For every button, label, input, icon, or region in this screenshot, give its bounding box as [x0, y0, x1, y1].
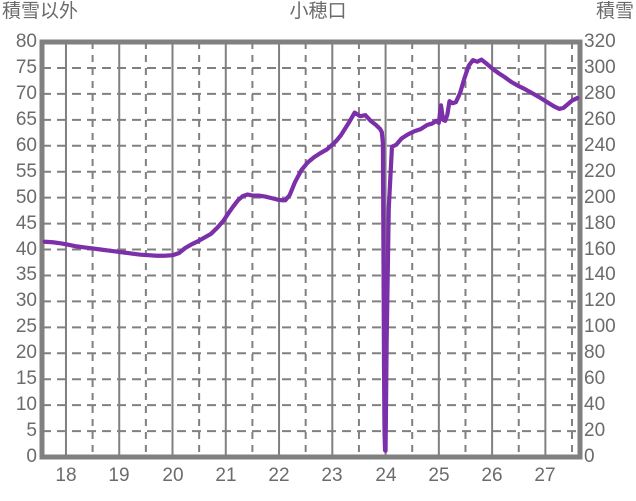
right-axis-title: 積雪 — [595, 1, 634, 22]
y2-tick-240: 240 — [584, 135, 616, 156]
left-axis-title: 積雪以外 — [2, 1, 79, 22]
y2-tick-160: 160 — [584, 239, 616, 260]
y2-tick-100: 100 — [584, 316, 616, 337]
y-tick-50: 50 — [15, 187, 37, 208]
y2-tick-300: 300 — [584, 57, 616, 78]
axis-frame — [39, 39, 583, 460]
x-tick-22: 22 — [268, 465, 290, 486]
y2-tick-320: 320 — [584, 31, 616, 52]
y-tick-5: 5 — [26, 420, 37, 441]
x-tick-26: 26 — [481, 465, 503, 486]
y-tick-75: 75 — [15, 57, 37, 78]
y2-tick-120: 120 — [584, 290, 616, 311]
y-tick-15: 15 — [15, 368, 37, 389]
y2-tick-0: 0 — [584, 446, 595, 467]
y-tick-25: 25 — [15, 316, 37, 337]
grid-minor-vertical — [91, 42, 574, 457]
y-tick-70: 70 — [15, 83, 37, 104]
y2-tick-260: 260 — [584, 109, 616, 130]
x-tick-20: 20 — [162, 465, 184, 486]
y-tick-40: 40 — [15, 239, 37, 260]
x-tick-25: 25 — [428, 465, 450, 486]
x-tick-23: 23 — [321, 465, 343, 486]
x-tick-27: 27 — [534, 465, 556, 486]
data-series-group — [42, 57, 580, 453]
y2-tick-140: 140 — [584, 264, 616, 285]
x-tick-21: 21 — [215, 465, 237, 486]
y-tick-0: 0 — [26, 446, 37, 467]
y2-tick-280: 280 — [584, 83, 616, 104]
grid-horizontal — [42, 66, 580, 433]
x-tick-18: 18 — [55, 465, 77, 486]
y-tick-45: 45 — [15, 213, 37, 234]
y2-tick-20: 20 — [584, 420, 606, 441]
y2-tick-200: 200 — [584, 187, 616, 208]
y-tick-80: 80 — [15, 31, 37, 52]
y2-tick-180: 180 — [584, 213, 616, 234]
x-tick-19: 19 — [108, 465, 130, 486]
y-tick-30: 30 — [15, 290, 37, 311]
y-tick-55: 55 — [15, 161, 37, 182]
y-tick-65: 65 — [15, 109, 37, 130]
y-tick-60: 60 — [15, 135, 37, 156]
chart-title: 小穂口 — [289, 1, 347, 22]
y2-tick-40: 40 — [584, 394, 606, 415]
y2-tick-80: 80 — [584, 342, 606, 363]
y-tick-35: 35 — [15, 264, 37, 285]
x-tick-24: 24 — [375, 465, 397, 486]
y2-tick-60: 60 — [584, 368, 606, 389]
y2-tick-220: 220 — [584, 161, 616, 182]
y-tick-10: 10 — [15, 394, 37, 415]
y-tick-20: 20 — [15, 342, 37, 363]
